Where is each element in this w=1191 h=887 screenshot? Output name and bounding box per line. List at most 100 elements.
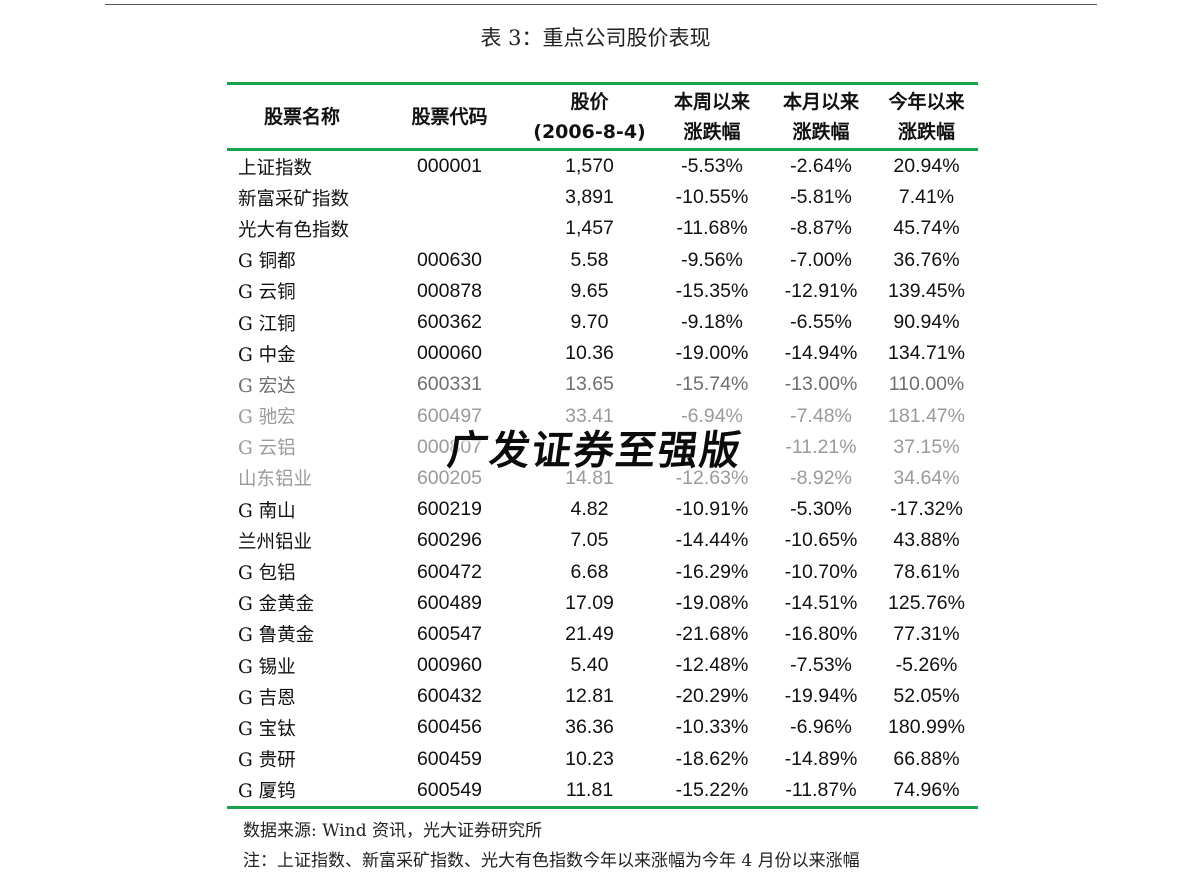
- stock-name-cell: 兰州铝业: [238, 531, 313, 553]
- ytd-change-cell: -5.26%: [895, 654, 958, 677]
- header-price: 股价 (2006-8-4): [533, 90, 646, 143]
- stock-name-cell: G 云铝: [238, 438, 296, 460]
- stock-code-cell: 000060: [416, 342, 483, 365]
- price-cell: 21.49: [565, 622, 614, 645]
- week-change-cell: -11.68%: [676, 217, 748, 240]
- price-cell: 10.23: [565, 747, 614, 770]
- ytd-change-cell: 7.41%: [898, 186, 955, 209]
- stock-name-cell: G 厦钨: [238, 781, 296, 803]
- stock-code-cell: 600331: [416, 373, 483, 396]
- stock-name-cell: G 锡业: [238, 656, 296, 678]
- table-row: 上证指数 000001 1,570 -5.53% -2.64% 20.94%: [227, 150, 978, 183]
- stock-name-cell: G 中金: [238, 344, 296, 366]
- table-row: G 吉恩 600432 12.81 -20.29% -19.94% 52.05%: [227, 681, 978, 712]
- ytd-change-cell: 20.94%: [893, 155, 960, 178]
- price-cell: 13.65: [565, 373, 614, 396]
- table-row: G 南山 600219 4.82 -10.91% -5.30% -17.32%: [227, 494, 978, 525]
- ytd-change-cell: 43.88%: [893, 529, 960, 552]
- stock-name-cell: G 宏达: [238, 375, 296, 397]
- week-change-cell: -15.74%: [675, 373, 749, 396]
- stock-code-cell: 600219: [416, 498, 483, 521]
- week-change-cell: -5.53%: [681, 155, 743, 178]
- price-cell: 4.82: [570, 498, 609, 521]
- month-change-cell: -7.00%: [790, 248, 852, 271]
- stock-code-cell: 600549: [416, 778, 483, 801]
- ytd-change-cell: 90.94%: [893, 311, 960, 334]
- week-change-cell: -20.29%: [675, 685, 749, 708]
- table-row: 新富采矿指数 3,891 -10.55% -5.81% 7.41%: [227, 182, 978, 213]
- week-change-cell: -15.22%: [675, 778, 749, 801]
- stock-code-cell: 000960: [416, 654, 483, 677]
- header-stock-code: 股票代码: [411, 105, 488, 128]
- week-change-cell: -9.18%: [681, 311, 743, 334]
- ytd-change-cell: 181.47%: [888, 404, 965, 427]
- month-change-cell: -19.94%: [784, 685, 858, 708]
- header-ytd-change: 今年以来 涨跌幅: [888, 90, 965, 143]
- stock-code-cell: 600497: [416, 404, 483, 427]
- month-change-cell: -8.87%: [790, 217, 852, 240]
- stock-name-cell: 新富采矿指数: [238, 188, 350, 210]
- month-change-cell: -5.30%: [790, 498, 852, 521]
- header-stock-name: 股票名称: [263, 105, 340, 128]
- table-row: G 云铝 000807 -11.21% 37.15%: [227, 432, 978, 463]
- price-cell: 7.05: [570, 529, 609, 552]
- ytd-change-cell: 36.76%: [893, 248, 960, 271]
- table-row: G 贵研 600459 10.23 -18.62% -14.89% 66.88%: [227, 744, 978, 775]
- ytd-change-cell: 134.71%: [888, 342, 965, 365]
- watermark: 广发证券至强版: [444, 428, 746, 474]
- month-change-cell: -2.64%: [790, 155, 852, 178]
- ytd-change-cell: 78.61%: [893, 560, 960, 583]
- top-rule: [105, 4, 1097, 5]
- stock-name-cell: G 金黄金: [238, 594, 315, 616]
- remark-note: 注：上证指数、新富采矿指数、光大有色指数今年以来涨幅为今年 4 月份以来涨幅: [243, 851, 860, 871]
- table-body: 上证指数 000001 1,570 -5.53% -2.64% 20.94% 新富采矿指数 3…: [227, 150, 978, 808]
- week-change-cell: -19.00%: [675, 342, 749, 365]
- table-row: G 宝钛 600456 36.36 -10.33% -6.96% 180.99%: [227, 712, 978, 743]
- ytd-change-cell: 74.96%: [893, 778, 960, 801]
- stock-code-cell: 600296: [416, 529, 483, 552]
- stock-code-cell: 600205: [416, 466, 483, 489]
- stock-code-cell: 600362: [416, 311, 483, 334]
- ytd-change-cell: 34.64%: [893, 466, 960, 489]
- table-row: G 厦钨 600549 11.81 -15.22% -11.87% 74.96%: [227, 775, 978, 808]
- stock-name-cell: G 吉恩: [238, 687, 296, 709]
- week-change-cell: -10.33%: [675, 716, 749, 739]
- price-cell: 11.81: [565, 778, 614, 801]
- price-cell: 3,891: [565, 186, 614, 209]
- week-change-cell: -12.63%: [675, 466, 749, 489]
- stock-code-cell: 600459: [416, 747, 483, 770]
- stock-code-cell: 600489: [416, 591, 483, 614]
- ytd-change-cell: -17.32%: [890, 498, 963, 521]
- table-row: G 宏达 600331 13.65 -15.74% -13.00% 110.00%: [227, 369, 978, 400]
- ytd-change-cell: 52.05%: [893, 685, 960, 708]
- stock-code-cell: 000630: [416, 248, 483, 271]
- stock-performance-table: 股票名称 股票代码 股价 (2006-8-4) 本周以来 涨跌幅 本月以来 涨跌幅 今…: [227, 82, 978, 809]
- month-change-cell: -14.89%: [784, 747, 858, 770]
- header-month-change: 本月以来 涨跌幅: [782, 90, 859, 143]
- stock-code-cell: 600472: [416, 560, 483, 583]
- month-change-cell: -6.55%: [790, 311, 852, 334]
- stock-name-cell: G 铜都: [238, 251, 296, 273]
- table-caption: 表 3：重点公司股价表现: [480, 26, 711, 50]
- header-week-change: 本周以来 涨跌幅: [673, 90, 750, 143]
- stock-name-cell: G 鲁黄金: [238, 625, 315, 647]
- ytd-change-cell: 77.31%: [893, 622, 960, 645]
- table-row: G 锡业 000960 5.40 -12.48% -7.53% -5.26%: [227, 650, 978, 681]
- month-change-cell: -8.92%: [790, 466, 852, 489]
- table-row: 光大有色指数 1,457 -11.68% -8.87% 45.74%: [227, 213, 978, 244]
- price-cell: 14.81: [565, 466, 614, 489]
- table-row: G 金黄金 600489 17.09 -19.08% -14.51% 125.76%: [227, 588, 978, 619]
- stock-code-cell: 000807: [416, 435, 483, 458]
- stock-code-cell: [377, 182, 522, 213]
- source-note: 数据来源: Wind 资讯，光大证券研究所: [243, 821, 542, 841]
- stock-code-cell: 000878: [416, 279, 483, 302]
- price-cell: 1,570: [565, 155, 614, 178]
- month-change-cell: -13.00%: [784, 373, 858, 396]
- table-row: G 中金 000060 10.36 -19.00% -14.94% 134.71%: [227, 338, 978, 369]
- month-change-cell: -10.70%: [784, 560, 858, 583]
- table-row: G 鲁黄金 600547 21.49 -21.68% -16.80% 77.31%: [227, 619, 978, 650]
- price-cell: 6.68: [570, 560, 609, 583]
- stock-name-cell: G 云铜: [238, 282, 296, 304]
- stock-name-cell: G 贵研: [238, 750, 296, 772]
- week-change-cell: -16.29%: [675, 560, 749, 583]
